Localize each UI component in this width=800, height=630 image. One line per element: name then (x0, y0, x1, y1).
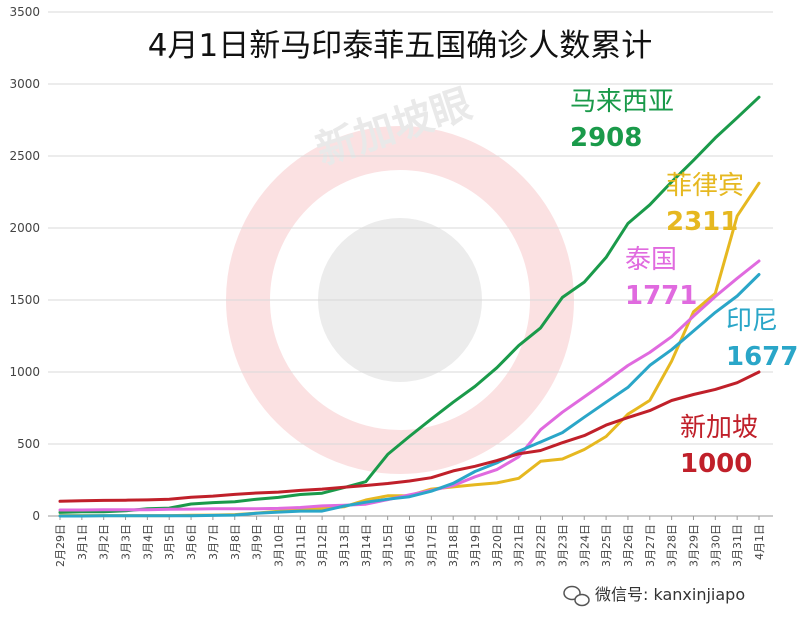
series-label-value: 2311 (666, 207, 738, 237)
series-label-name: 新加坡 (680, 413, 758, 443)
series-lines (58, 95, 761, 518)
x-tick-label: 3月17日 (425, 524, 438, 567)
series-line (58, 273, 761, 518)
y-tick-label: 2500 (9, 149, 40, 163)
watermark: 新加坡眼 (226, 81, 574, 474)
y-axis-ticks: 0 500 1000 1500 2000 2500 3000 3500 (9, 5, 40, 523)
series-label-value: 2908 (570, 123, 642, 153)
x-tick-label: 3月18日 (447, 524, 460, 567)
series-line (58, 259, 761, 512)
x-tick-label: 3月10日 (272, 524, 285, 567)
series-label-value: 1677 (726, 342, 798, 372)
series-labels: 马来西亚 2908 菲律宾 2311 泰国 1771 印尼 1677 新加坡 1000 (570, 87, 798, 479)
x-tick-label: 3月31日 (731, 524, 744, 567)
series-label-name: 马来西亚 (570, 87, 674, 117)
x-tick-label: 3月3日 (120, 524, 133, 560)
x-tick-label: 3月12日 (316, 524, 329, 567)
x-tick-label: 3月15日 (382, 524, 395, 567)
x-tick-label: 3月9日 (251, 524, 264, 560)
y-tick-label: 1500 (9, 293, 40, 307)
credit: 微信号: kanxinjiapo (563, 585, 745, 607)
x-tick-label: 3月8日 (229, 524, 242, 560)
x-tick-label: 3月25日 (600, 524, 613, 567)
y-tick-label: 500 (17, 437, 40, 451)
series-label-value: 1771 (625, 281, 697, 311)
x-tick-label: 3月6日 (185, 524, 198, 560)
x-tick-label: 3月13日 (338, 524, 351, 567)
series-label-name: 菲律宾 (666, 171, 744, 201)
x-tick-label: 3月1日 (76, 524, 89, 560)
x-tick-label: 3月7日 (207, 524, 220, 560)
x-tick-label: 3月23日 (556, 524, 569, 567)
x-tick-label: 3月5日 (163, 524, 176, 560)
x-tick-label: 3月21日 (513, 524, 526, 567)
y-tick-label: 0 (32, 509, 40, 523)
x-tick-label: 3月20日 (491, 524, 504, 567)
y-tick-label: 1000 (9, 365, 40, 379)
x-axis-ticks: 2月29日 3月1日 3月2日 3月3日 3月4日 3月5日 3月6日 3月7日 3月8日 3月9… (54, 516, 766, 567)
x-tick-label: 3月30日 (709, 524, 722, 567)
x-tick-label: 3月11日 (294, 524, 307, 567)
series-label-value: 1000 (680, 449, 752, 479)
x-tick-label: 3月26日 (622, 524, 635, 567)
x-tick-label: 3月29日 (687, 524, 700, 567)
series-line (58, 370, 761, 503)
x-tick-label: 3月24日 (578, 524, 591, 567)
x-tick-label: 3月28日 (666, 524, 679, 567)
chart-title: 4月1日新马印泰菲五国确诊人数累计 (148, 28, 652, 64)
x-tick-label: 2月29日 (54, 524, 67, 567)
credit-text: 微信号: kanxinjiapo (595, 585, 745, 604)
x-tick-label: 3月22日 (535, 524, 548, 567)
x-tick-label: 3月16日 (404, 524, 417, 567)
series-line (58, 95, 761, 514)
series-label-name: 泰国 (625, 245, 677, 275)
y-tick-label: 2000 (9, 221, 40, 235)
x-tick-label: 3月4日 (141, 524, 154, 560)
grid (48, 11, 773, 517)
x-tick-label: 3月27日 (644, 524, 657, 567)
y-tick-label: 3500 (9, 5, 40, 19)
x-tick-label: 3月14日 (360, 524, 373, 567)
wechat-icon (563, 585, 590, 607)
y-tick-label: 3000 (9, 77, 40, 91)
x-tick-label: 3月19日 (469, 524, 482, 567)
series-label-name: 印尼 (726, 306, 778, 336)
x-tick-label: 4月1日 (753, 524, 766, 560)
x-tick-label: 3月2日 (98, 524, 111, 560)
